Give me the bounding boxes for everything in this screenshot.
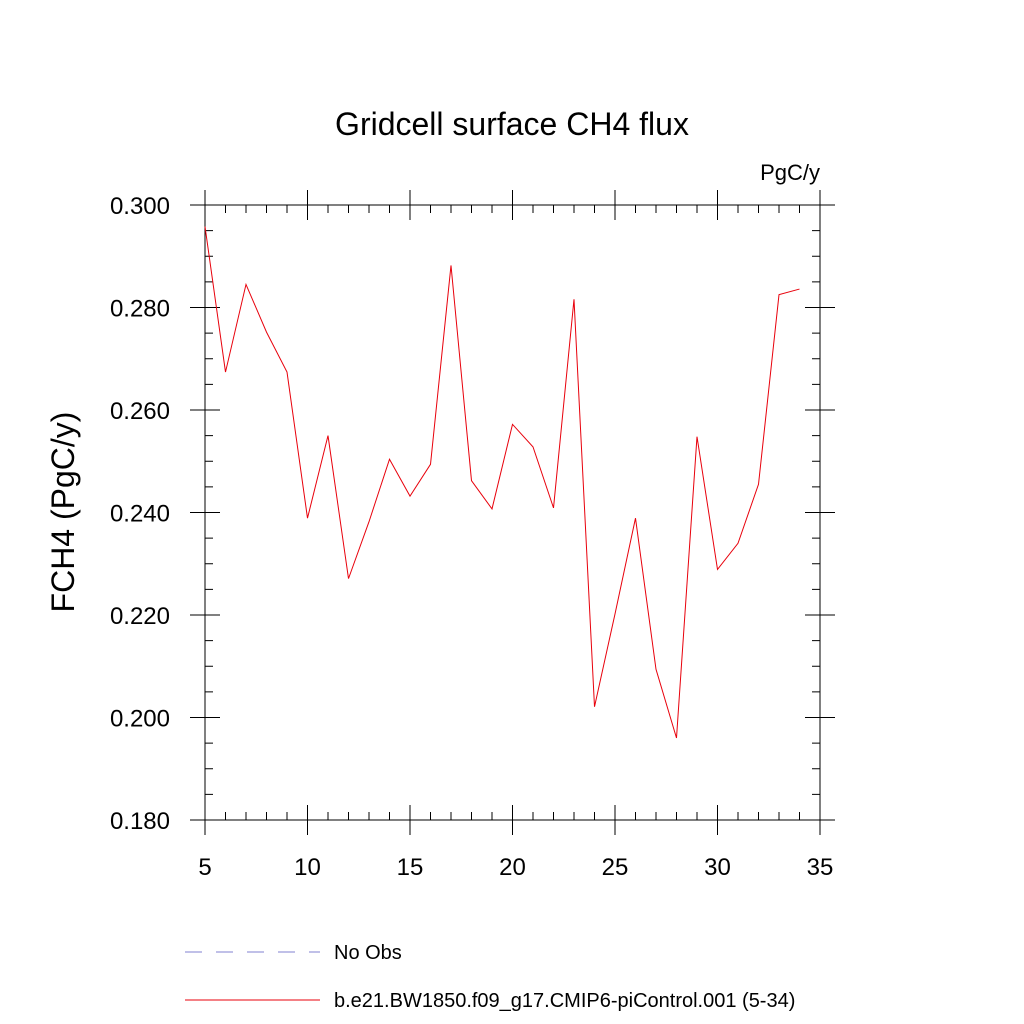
x-tick-label: 15: [397, 854, 424, 881]
chart-title: Gridcell surface CH4 flux: [335, 106, 689, 142]
units-label: PgC/y: [760, 160, 820, 185]
y-tick-label: 0.200: [110, 706, 170, 733]
ticks-layer: 5 10 15 20 25 30 35 0.180 0.200 0.220 0.240 0.260 0.…: [110, 190, 835, 881]
x-tick-label: 35: [807, 854, 834, 881]
y-tick-label: 0.260: [110, 398, 170, 425]
y-tick-label: 0.280: [110, 296, 170, 323]
y-tick-label: 0.240: [110, 501, 170, 528]
x-tick-label: 25: [602, 854, 629, 881]
x-tick-label: 5: [198, 854, 211, 881]
x-tick-label: 20: [499, 854, 526, 881]
y-tick-label: 0.180: [110, 808, 170, 835]
plot-frame: [204, 204, 821, 821]
y-tick-label: 0.300: [110, 193, 170, 220]
x-tick-label: 10: [294, 854, 321, 881]
x-tick-label: 30: [704, 854, 731, 881]
legend-label: No Obs: [334, 942, 402, 964]
series-layer: [204, 226, 800, 739]
legend: No Obs b.e21.BW1850.f09_g17.CMIP6-piContr…: [185, 942, 795, 1012]
legend-label: b.e21.BW1850.f09_g17.CMIP6-piControl.001…: [334, 990, 795, 1012]
y-tick-label: 0.220: [110, 603, 170, 630]
series-line: [204, 226, 800, 739]
y-axis-label: FCH4 (PgC/y): [45, 412, 81, 613]
